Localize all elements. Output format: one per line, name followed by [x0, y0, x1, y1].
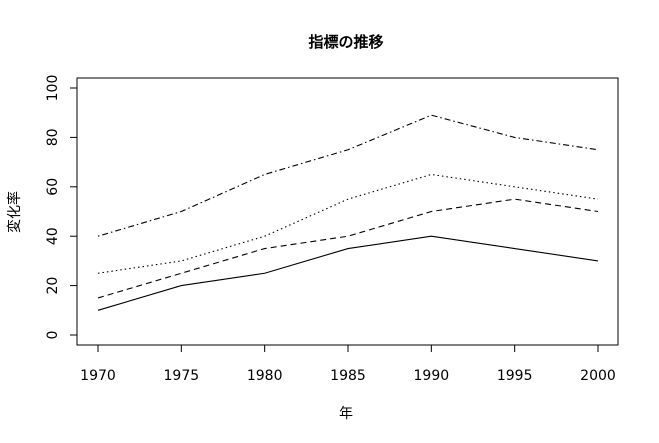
- series-line-1: [97, 235, 599, 311]
- y-axis-label: 変化率: [6, 191, 23, 233]
- series-layer: [97, 114, 599, 311]
- x-tick-label: 1980: [247, 368, 283, 384]
- y-tick-label: 100: [45, 75, 61, 102]
- chart-title: 指標の推移: [308, 33, 383, 51]
- x-axis: 1970 1975 1980 1985 1990 1995 2000: [80, 344, 616, 384]
- y-tick-label: 0: [45, 331, 61, 340]
- x-axis-label: 年: [339, 406, 353, 422]
- x-tick-label: 2000: [580, 368, 616, 384]
- y-tick-label: 20: [45, 277, 61, 295]
- plot-area-frame: [76, 77, 619, 346]
- x-tick-label: 1970: [80, 368, 116, 384]
- series-line-4: [97, 114, 599, 237]
- x-tick-label: 1990: [414, 368, 450, 384]
- x-tick-label: 1985: [330, 368, 366, 384]
- x-tick-label: 1995: [497, 368, 533, 384]
- x-tick-label: 1975: [164, 368, 200, 384]
- y-tick-label: 40: [45, 227, 61, 245]
- y-tick-label: 80: [45, 128, 61, 146]
- series-line-3: [97, 173, 599, 274]
- y-tick-label: 60: [45, 178, 61, 196]
- y-axis: 0 20 40 60 80 100: [45, 75, 78, 340]
